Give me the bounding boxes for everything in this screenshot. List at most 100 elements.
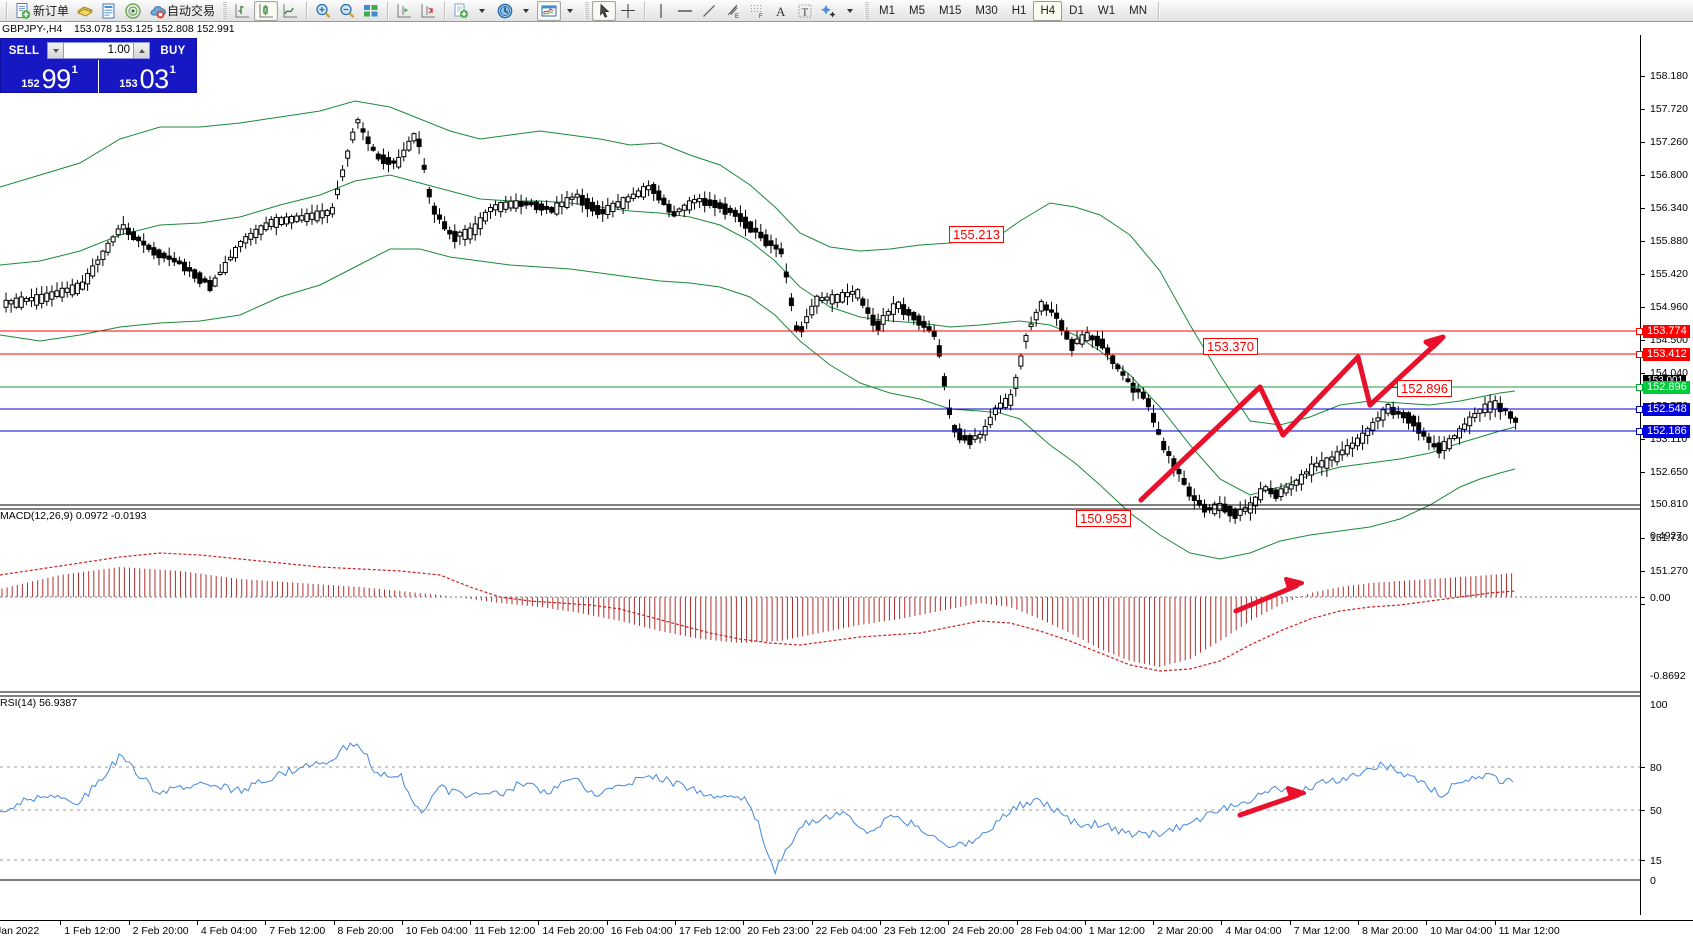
text-label-button[interactable]: T <box>793 1 817 21</box>
time-tick-label: 1 Feb 12:00 <box>64 925 121 937</box>
period-button[interactable] <box>493 1 517 21</box>
macd-tick-1: 0.00 <box>1650 592 1671 604</box>
tf-label: M5 <box>909 4 925 17</box>
volume-stepper[interactable]: 1.00 <box>47 42 150 59</box>
price-tag-handle[interactable] <box>1636 406 1643 413</box>
market-watch-button[interactable] <box>97 1 121 21</box>
callout-155213[interactable]: 155.213 <box>949 226 1004 243</box>
channels-icon: F <box>751 4 763 20</box>
time-tick-mark <box>401 921 403 925</box>
text-button[interactable]: A <box>769 1 793 21</box>
price-tag-152548[interactable]: 152.548 <box>1643 403 1690 416</box>
time-tick-mark <box>606 921 608 925</box>
y-tick-157720: 157.720 <box>1650 103 1688 115</box>
chart-canvas[interactable]: 158.180 157.720 157.260 156.800 156.340 … <box>0 35 1693 943</box>
new-chart-button[interactable] <box>449 1 473 21</box>
timeframe-h1[interactable]: H1 <box>1005 1 1034 21</box>
y-tick-153110: 153.110 <box>1650 433 1688 445</box>
one-click-trading-panel[interactable]: SELL 1.00 BUY 152 99 1 153 03 1 <box>0 38 197 93</box>
callout-153370[interactable]: 153.370 <box>1203 338 1258 355</box>
volume-increase-button[interactable] <box>133 43 149 58</box>
price-tag-152186[interactable]: 152.186 <box>1643 425 1690 438</box>
chevron-down-icon <box>479 8 486 13</box>
svg-text:A: A <box>776 4 786 19</box>
y-tick-mark <box>1641 109 1645 110</box>
time-tick-mark <box>60 921 62 925</box>
shift-end-icon <box>397 3 412 17</box>
timeframe-mn[interactable]: MN <box>1122 1 1154 21</box>
cursor-button[interactable] <box>592 0 617 21</box>
crosshair-button[interactable] <box>616 1 640 21</box>
channels-button[interactable]: F <box>745 1 769 21</box>
shift-end-button[interactable] <box>392 1 416 21</box>
volume-input[interactable]: 1.00 <box>64 43 133 58</box>
rsi-tick-80: 80 <box>1650 762 1662 774</box>
profiles-button[interactable] <box>73 1 97 21</box>
price-tag-handle[interactable] <box>1636 428 1643 435</box>
toolbar-grip[interactable] <box>222 1 228 20</box>
zoom-out-button[interactable] <box>335 1 359 21</box>
time-tick-label: 7 Feb 12:00 <box>269 925 326 937</box>
trendline-button[interactable] <box>697 1 721 21</box>
price-tag-handle[interactable] <box>1636 384 1643 391</box>
shapes-dropdown[interactable] <box>841 1 861 21</box>
time-tick-mark <box>333 921 335 925</box>
time-tick-label: 8 Feb 20:00 <box>337 925 394 937</box>
horizontal-line-button[interactable] <box>673 1 697 21</box>
y-tick-151270: 151.270 <box>1650 565 1688 577</box>
autotrading-button[interactable]: 自动交易 <box>145 1 219 21</box>
sell-price[interactable]: 152 99 1 <box>1 60 99 93</box>
toolbar-grip[interactable] <box>584 1 590 20</box>
navigator-button[interactable] <box>121 1 145 21</box>
templates-button[interactable] <box>537 0 562 21</box>
candlestick-chart-button[interactable] <box>254 0 279 21</box>
timeframe-d1[interactable]: D1 <box>1062 1 1091 21</box>
price-tag-152896[interactable]: 152.896 <box>1643 381 1690 394</box>
buy-price[interactable]: 153 03 1 <box>99 60 196 93</box>
bar-chart-button[interactable] <box>230 1 254 21</box>
chevron-down-icon <box>523 8 530 13</box>
toolbar-divider <box>306 1 308 20</box>
oct-price-row: 152 99 1 153 03 1 <box>1 60 196 93</box>
price-tag-handle[interactable] <box>1636 351 1643 358</box>
tile-windows-button[interactable] <box>359 1 383 21</box>
y-tick-155880: 155.880 <box>1650 235 1688 247</box>
toolbar-grip[interactable] <box>864 1 870 20</box>
timeframe-w1[interactable]: W1 <box>1091 1 1122 21</box>
price-tag-153412[interactable]: 153.412 <box>1643 348 1690 361</box>
line-chart-button[interactable] <box>278 1 302 21</box>
time-tick-mark <box>1221 921 1223 925</box>
zoom-in-button[interactable] <box>311 1 335 21</box>
time-tick-mark <box>1289 921 1291 925</box>
timeframe-m30[interactable]: M30 <box>968 1 1004 21</box>
timeframe-m5[interactable]: M5 <box>902 1 932 21</box>
y-tick-155420: 155.420 <box>1650 268 1688 280</box>
period-dropdown[interactable] <box>517 1 537 21</box>
timeframe-h4[interactable]: H4 <box>1033 0 1063 21</box>
auto-scroll-button[interactable] <box>416 1 440 21</box>
fibonacci-button[interactable]: E <box>721 1 745 21</box>
timeframe-m15[interactable]: M15 <box>932 1 968 21</box>
time-tick-mark <box>1494 921 1496 925</box>
vertical-line-button[interactable] <box>649 1 673 21</box>
time-tick-label: 8 Mar 20:00 <box>1362 925 1419 937</box>
price-tag-handle[interactable] <box>1636 328 1643 335</box>
price-tag-153774[interactable]: 153.774 <box>1643 325 1690 338</box>
time-tick-label: 10 Mar 04:00 <box>1430 925 1493 937</box>
macd-indicator-label: MACD(12,26,9) 0.0972 -0.0193 <box>0 510 147 522</box>
callout-150953[interactable]: 150.953 <box>1076 510 1131 527</box>
volume-decrease-button[interactable] <box>48 43 64 58</box>
trendline-icon <box>703 4 715 17</box>
callout-152896[interactable]: 152.896 <box>1397 380 1452 397</box>
toolbar-divider <box>6 1 7 20</box>
buy-button[interactable]: BUY <box>160 44 186 57</box>
new-order-button[interactable]: 新订单 <box>11 1 73 21</box>
new-chart-dropdown[interactable] <box>473 1 493 21</box>
sell-button[interactable]: SELL <box>8 44 40 57</box>
macd-tick-0: 0.4927 <box>1650 530 1683 542</box>
timeframe-m1[interactable]: M1 <box>872 1 902 21</box>
shapes-button[interactable] <box>817 1 841 21</box>
templates-dropdown[interactable] <box>561 1 581 21</box>
time-tick-mark <box>1358 921 1359 925</box>
